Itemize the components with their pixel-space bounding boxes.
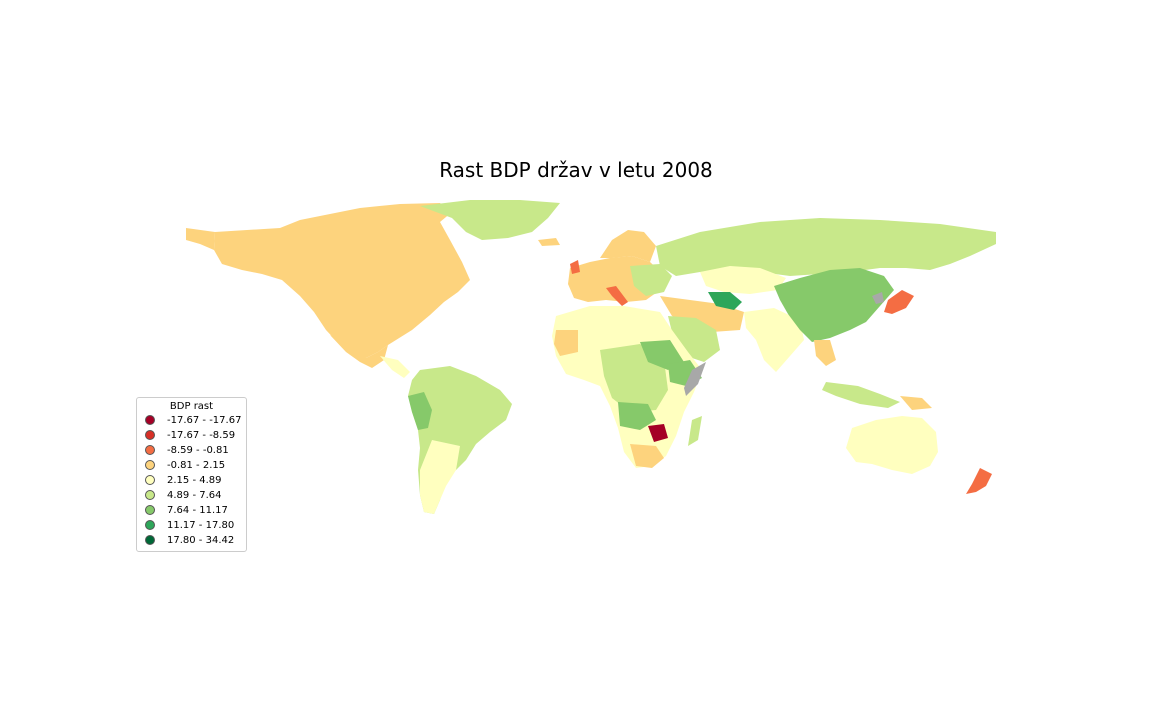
- region-china[interactable]: [774, 268, 894, 342]
- legend-swatch: [145, 415, 155, 425]
- legend-item: -8.59 - -0.81: [145, 443, 229, 457]
- region-greenland[interactable]: [420, 200, 560, 240]
- region-korea[interactable]: [872, 292, 884, 304]
- legend-swatch: [145, 490, 155, 500]
- region-eastern-europe[interactable]: [630, 264, 672, 296]
- legend-item: -17.67 - -8.59: [145, 428, 235, 442]
- legend-item: 7.64 - 11.17: [145, 503, 228, 517]
- region-mexico[interactable]: [330, 335, 388, 368]
- legend-label: -17.67 - -8.59: [167, 429, 236, 441]
- legend-swatch: [145, 505, 155, 515]
- legend-item: 11.17 - 17.80: [145, 518, 234, 532]
- legend-swatch: [145, 535, 155, 545]
- region-italy[interactable]: [606, 286, 628, 306]
- legend-swatch: [145, 520, 155, 530]
- legend-label: -0.81 - 2.15: [167, 459, 226, 471]
- region-north-america[interactable]: [214, 203, 470, 358]
- region-zimbabwe[interactable]: [648, 424, 668, 442]
- region-papua[interactable]: [900, 396, 932, 410]
- region-peru[interactable]: [408, 392, 432, 430]
- region-indonesia[interactable]: [822, 382, 900, 408]
- legend-item: -17.67 - -17.67: [145, 413, 241, 427]
- region-turkmenistan[interactable]: [708, 292, 742, 310]
- region-arabia[interactable]: [668, 316, 720, 362]
- region-new-zealand[interactable]: [966, 468, 992, 494]
- region-scandinavia[interactable]: [600, 230, 656, 262]
- region-kazakhstan[interactable]: [700, 266, 786, 294]
- legend-label: -8.59 - -0.81: [167, 444, 229, 456]
- legend-title: BDP rast: [169, 401, 214, 412]
- legend-label: 7.64 - 11.17: [167, 504, 228, 516]
- legend-item: 4.89 - 7.64: [145, 488, 222, 502]
- region-chile-argentina[interactable]: [420, 440, 460, 514]
- region-west-africa[interactable]: [554, 330, 578, 356]
- region-uk[interactable]: [570, 260, 580, 274]
- legend-label: -17.67 - -17.67: [167, 414, 242, 426]
- legend-label: 17.80 - 34.42: [167, 534, 235, 546]
- region-sudan[interactable]: [640, 340, 684, 370]
- region-russia[interactable]: [656, 218, 996, 276]
- legend-swatch: [145, 475, 155, 485]
- region-madagascar[interactable]: [688, 416, 702, 446]
- legend-swatch: [145, 430, 155, 440]
- legend-item: 17.80 - 34.42: [145, 533, 234, 547]
- legend-swatch: [145, 460, 155, 470]
- region-japan[interactable]: [884, 290, 914, 314]
- legend-swatch: [145, 445, 155, 455]
- legend-label: 4.89 - 7.64: [167, 489, 222, 501]
- legend-label: 11.17 - 17.80: [167, 519, 235, 531]
- region-australia[interactable]: [846, 416, 938, 474]
- legend-label: 2.15 - 4.89: [167, 474, 222, 486]
- region-iceland[interactable]: [538, 238, 560, 246]
- legend-item: 2.15 - 4.89: [145, 473, 222, 487]
- legend-item: -0.81 - 2.15: [145, 458, 225, 472]
- map-title: Rast BDP držav v letu 2008: [439, 158, 713, 182]
- region-alaska[interactable]: [186, 228, 215, 250]
- region-central-america[interactable]: [380, 356, 410, 378]
- region-zambia[interactable]: [618, 402, 656, 430]
- region-southeast-asia[interactable]: [814, 340, 836, 366]
- region-southern-africa[interactable]: [630, 444, 664, 468]
- legend: BDP rast -17.67 - -17.67 -17.67 - -8.59 …: [136, 397, 247, 552]
- region-somalia[interactable]: [684, 362, 706, 396]
- region-south-asia[interactable]: [744, 308, 804, 372]
